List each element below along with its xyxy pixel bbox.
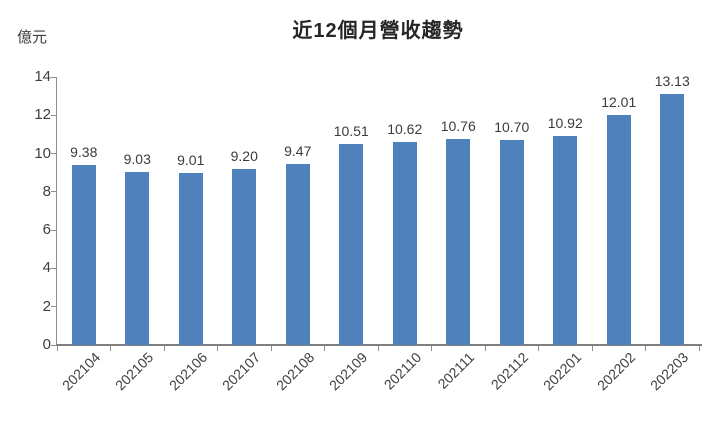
bar [125, 172, 150, 345]
bar-value-label: 10.62 [387, 120, 423, 137]
bar [499, 140, 524, 345]
bar [553, 135, 578, 345]
x-tick-mark [56, 346, 58, 351]
y-tick-mark [51, 229, 56, 231]
bar [606, 115, 631, 345]
x-tick-label: 202107 [219, 349, 264, 394]
y-tick-mark [51, 191, 56, 193]
y-tick-label: 14 [34, 68, 51, 85]
x-tick-label: 202109 [326, 349, 371, 394]
bar [285, 163, 310, 345]
x-tick-mark [698, 346, 700, 351]
x-tick-mark [538, 346, 539, 351]
y-tick-label: 2 [42, 297, 51, 315]
y-tick-mark [51, 344, 56, 346]
bar [178, 172, 203, 345]
y-axis-line [56, 77, 57, 346]
x-tick-label: 202201 [540, 349, 585, 394]
bar-value-label: 10.76 [440, 118, 476, 135]
x-tick-mark [484, 346, 486, 351]
y-tick-mark [51, 76, 56, 78]
y-tick-label: 0 [42, 336, 51, 353]
x-tick-label: 202104 [58, 349, 104, 394]
y-tick-mark [51, 267, 56, 269]
bar [446, 139, 471, 345]
bar-value-label: 10.70 [494, 119, 530, 136]
x-tick-mark [163, 346, 165, 351]
x-tick-mark [217, 346, 218, 351]
bar-value-label: 12.01 [601, 94, 637, 111]
y-tick-label: 10 [34, 144, 51, 162]
x-tick-mark [377, 346, 379, 351]
bar [660, 93, 685, 345]
x-tick-label: 202203 [647, 349, 692, 394]
x-tick-label: 202112 [487, 349, 532, 393]
y-axis-unit-label: 億元 [17, 29, 48, 46]
x-tick-label: 202108 [272, 349, 318, 394]
y-tick-mark [51, 306, 56, 308]
bar-value-label: 9.47 [284, 142, 312, 159]
bar-value-label: 13.13 [654, 72, 690, 89]
bar [339, 143, 364, 345]
x-tick-label: 202111 [434, 349, 478, 392]
y-tick-label: 12 [34, 106, 51, 124]
bar-value-label: 10.51 [333, 122, 369, 139]
y-tick-label: 8 [42, 182, 51, 200]
x-tick-mark [645, 346, 646, 351]
y-tick-mark [51, 114, 56, 116]
x-tick-label: 202110 [380, 349, 425, 393]
x-tick-mark [110, 346, 111, 351]
bar [232, 168, 257, 345]
x-tick-label: 202106 [165, 349, 211, 394]
y-tick-mark [51, 153, 56, 155]
x-tick-mark [270, 346, 272, 351]
bar [71, 165, 96, 345]
bar-value-label: 9.01 [177, 151, 205, 168]
x-tick-mark [431, 346, 432, 351]
bar [392, 141, 417, 345]
plot-area: 0 2 4 6 8 10 12 14 9.38 202104 9.03 202105 9.01 20210… [34, 68, 702, 393]
x-tick-label: 202202 [593, 349, 639, 394]
bar-value-label: 10.92 [547, 114, 583, 131]
y-tick-label: 6 [42, 221, 51, 239]
x-tick-mark [591, 346, 593, 351]
x-axis-line [56, 344, 702, 346]
bar-value-label: 9.20 [230, 147, 258, 164]
x-tick-mark [324, 346, 325, 351]
y-tick-label: 4 [42, 259, 51, 277]
chart-title: 近12個月營收趨勢 [292, 20, 464, 42]
bar-value-label: 9.38 [70, 144, 98, 161]
x-tick-label: 202105 [112, 349, 157, 394]
bar-value-label: 9.03 [123, 151, 151, 168]
